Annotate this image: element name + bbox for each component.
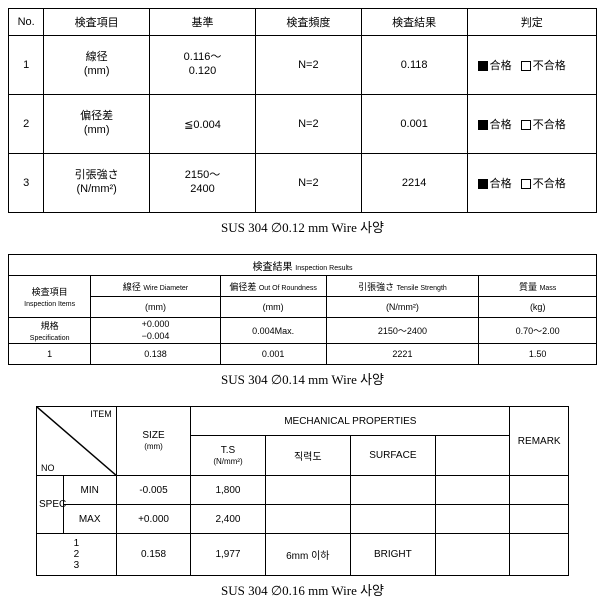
t2-h-ts: 引張強さ Tensile Strength	[326, 276, 479, 297]
t2-h-item: 検査項目Inspection Items	[9, 276, 91, 318]
table-row: 2 偏径差(mm) ≦0.004 N=2 0.001 合格 不合格	[9, 95, 597, 154]
t1-h-item: 検査項目	[44, 9, 150, 36]
t1-r0-no: 1	[9, 36, 44, 95]
t2-title: 検査結果 Inspection Results	[9, 255, 597, 276]
empty-box-icon	[521, 61, 531, 71]
t2-h-wd: 線径 Wire Diameter	[91, 276, 220, 297]
t3-mech-h: MECHANICAL PROPERTIES	[191, 407, 510, 436]
t3-min-label: MIN	[63, 476, 116, 505]
t1-r1-freq: N=2	[255, 95, 361, 154]
t3-min-blank	[435, 476, 509, 505]
table-3: ITEM NO SIZE(mm) MECHANICAL PROPERTIES R…	[36, 406, 569, 576]
t3-max-rem	[510, 505, 569, 534]
t3-remark-h: REMARK	[510, 407, 569, 476]
t2-u-oor: (mm)	[220, 297, 326, 318]
table-row: MAX +0.000 2,400	[37, 505, 569, 534]
t3-max-jk	[265, 505, 350, 534]
t3-max-size: +0.000	[116, 505, 190, 534]
t1-h-std: 基準	[150, 9, 256, 36]
t1-r0-std: 0.116～0.120	[150, 36, 256, 95]
t3-max-ts: 2,400	[191, 505, 265, 534]
t3-d-no: 1 2 3	[37, 534, 117, 576]
t1-r0-item: 線径(mm)	[44, 36, 150, 95]
t1-r2-std: 2150～2400	[150, 154, 256, 213]
t2-h-oor: 偏径差 Out Of Roundness	[220, 276, 326, 297]
t1-r0-res: 0.118	[361, 36, 467, 95]
t3-min-jk	[265, 476, 350, 505]
t1-r2-res: 2214	[361, 154, 467, 213]
t2-spec-label: 規格Specification	[9, 318, 91, 344]
t3-max-label: MAX	[63, 505, 116, 534]
t3-d-size: 0.158	[116, 534, 190, 576]
t2-h-mass: 質量 Mass	[479, 276, 597, 297]
t2-spec-wd: +0.000−0.004	[91, 318, 220, 344]
table-row: 規格Specification +0.000−0.004 0.004Max. 2…	[9, 318, 597, 344]
table3-caption: SUS 304 ∅0.16 mm Wire 사양	[8, 580, 597, 599]
t1-r2-no: 3	[9, 154, 44, 213]
t2-d-mass: 1.50	[479, 344, 597, 365]
t2-d-ts: 2221	[326, 344, 479, 365]
t3-min-surf	[350, 476, 435, 505]
t1-r0-jud: 合格 不合格	[467, 36, 596, 95]
table-row: 3 引張強さ(N/mm²) 2150～2400 N=2 2214 合格 不合格	[9, 154, 597, 213]
t3-min-ts: 1,800	[191, 476, 265, 505]
t3-d-jk: 6mm 이하	[265, 534, 350, 576]
table-row: 1 線径(mm) 0.116～0.120 N=2 0.118 合格 不合格	[9, 36, 597, 95]
table2-caption: SUS 304 ∅0.14 mm Wire 사양	[8, 369, 597, 388]
table-1: No. 検査項目 基準 検査頻度 検査結果 判定 1 線径(mm) 0.116～…	[8, 8, 597, 213]
t1-h-jud: 判定	[467, 9, 596, 36]
filled-box-icon	[478, 120, 488, 130]
t2-spec-oor: 0.004Max.	[220, 318, 326, 344]
t3-diag: ITEM NO	[37, 407, 117, 476]
t1-r1-res: 0.001	[361, 95, 467, 154]
t3-max-surf	[350, 505, 435, 534]
t3-d-blank	[435, 534, 509, 576]
table-2: 検査結果 Inspection Results 検査項目Inspection I…	[8, 254, 597, 365]
t1-r2-item: 引張強さ(N/mm²)	[44, 154, 150, 213]
empty-box-icon	[521, 179, 531, 189]
t2-d-oor: 0.001	[220, 344, 326, 365]
t1-r1-std: ≦0.004	[150, 95, 256, 154]
t2-u-wd: (mm)	[91, 297, 220, 318]
t1-r1-jud: 合格 不合格	[467, 95, 596, 154]
table-row: SPEC MIN -0.005 1,800	[37, 476, 569, 505]
t1-r1-item: 偏径差(mm)	[44, 95, 150, 154]
t3-spec-label: SPEC	[37, 476, 64, 534]
t2-d-wd: 0.138	[91, 344, 220, 365]
table-row: 1 0.138 0.001 2221 1.50	[9, 344, 597, 365]
filled-box-icon	[478, 179, 488, 189]
t3-jk-h: 직력도	[265, 436, 350, 476]
t1-r2-jud: 合格 不合格	[467, 154, 596, 213]
t3-d-ts: 1,977	[191, 534, 265, 576]
t2-d-no: 1	[9, 344, 91, 365]
t1-h-no: No.	[9, 9, 44, 36]
t2-spec-ts: 2150～2400	[326, 318, 479, 344]
t3-min-rem	[510, 476, 569, 505]
t2-spec-mass: 0.70～2.00	[479, 318, 597, 344]
t1-h-freq: 検査頻度	[255, 9, 361, 36]
table1-caption: SUS 304 ∅0.12 mm Wire 사양	[8, 217, 597, 236]
t1-r1-no: 2	[9, 95, 44, 154]
table-row: 1 2 3 0.158 1,977 6mm 이하 BRIGHT	[37, 534, 569, 576]
t3-d-surf: BRIGHT	[350, 534, 435, 576]
t1-r0-freq: N=2	[255, 36, 361, 95]
t2-u-ts: (N/mm²)	[326, 297, 479, 318]
t3-d-rem	[510, 534, 569, 576]
empty-box-icon	[521, 120, 531, 130]
t1-h-res: 検査結果	[361, 9, 467, 36]
t3-size-h: SIZE(mm)	[116, 407, 190, 476]
t3-surf-h: SURFACE	[350, 436, 435, 476]
t3-max-blank	[435, 505, 509, 534]
t3-blank-h	[435, 436, 509, 476]
t2-u-mass: (kg)	[479, 297, 597, 318]
filled-box-icon	[478, 61, 488, 71]
t3-min-size: -0.005	[116, 476, 190, 505]
t1-r2-freq: N=2	[255, 154, 361, 213]
t3-ts-h: T.S(N/mm²)	[191, 436, 265, 476]
